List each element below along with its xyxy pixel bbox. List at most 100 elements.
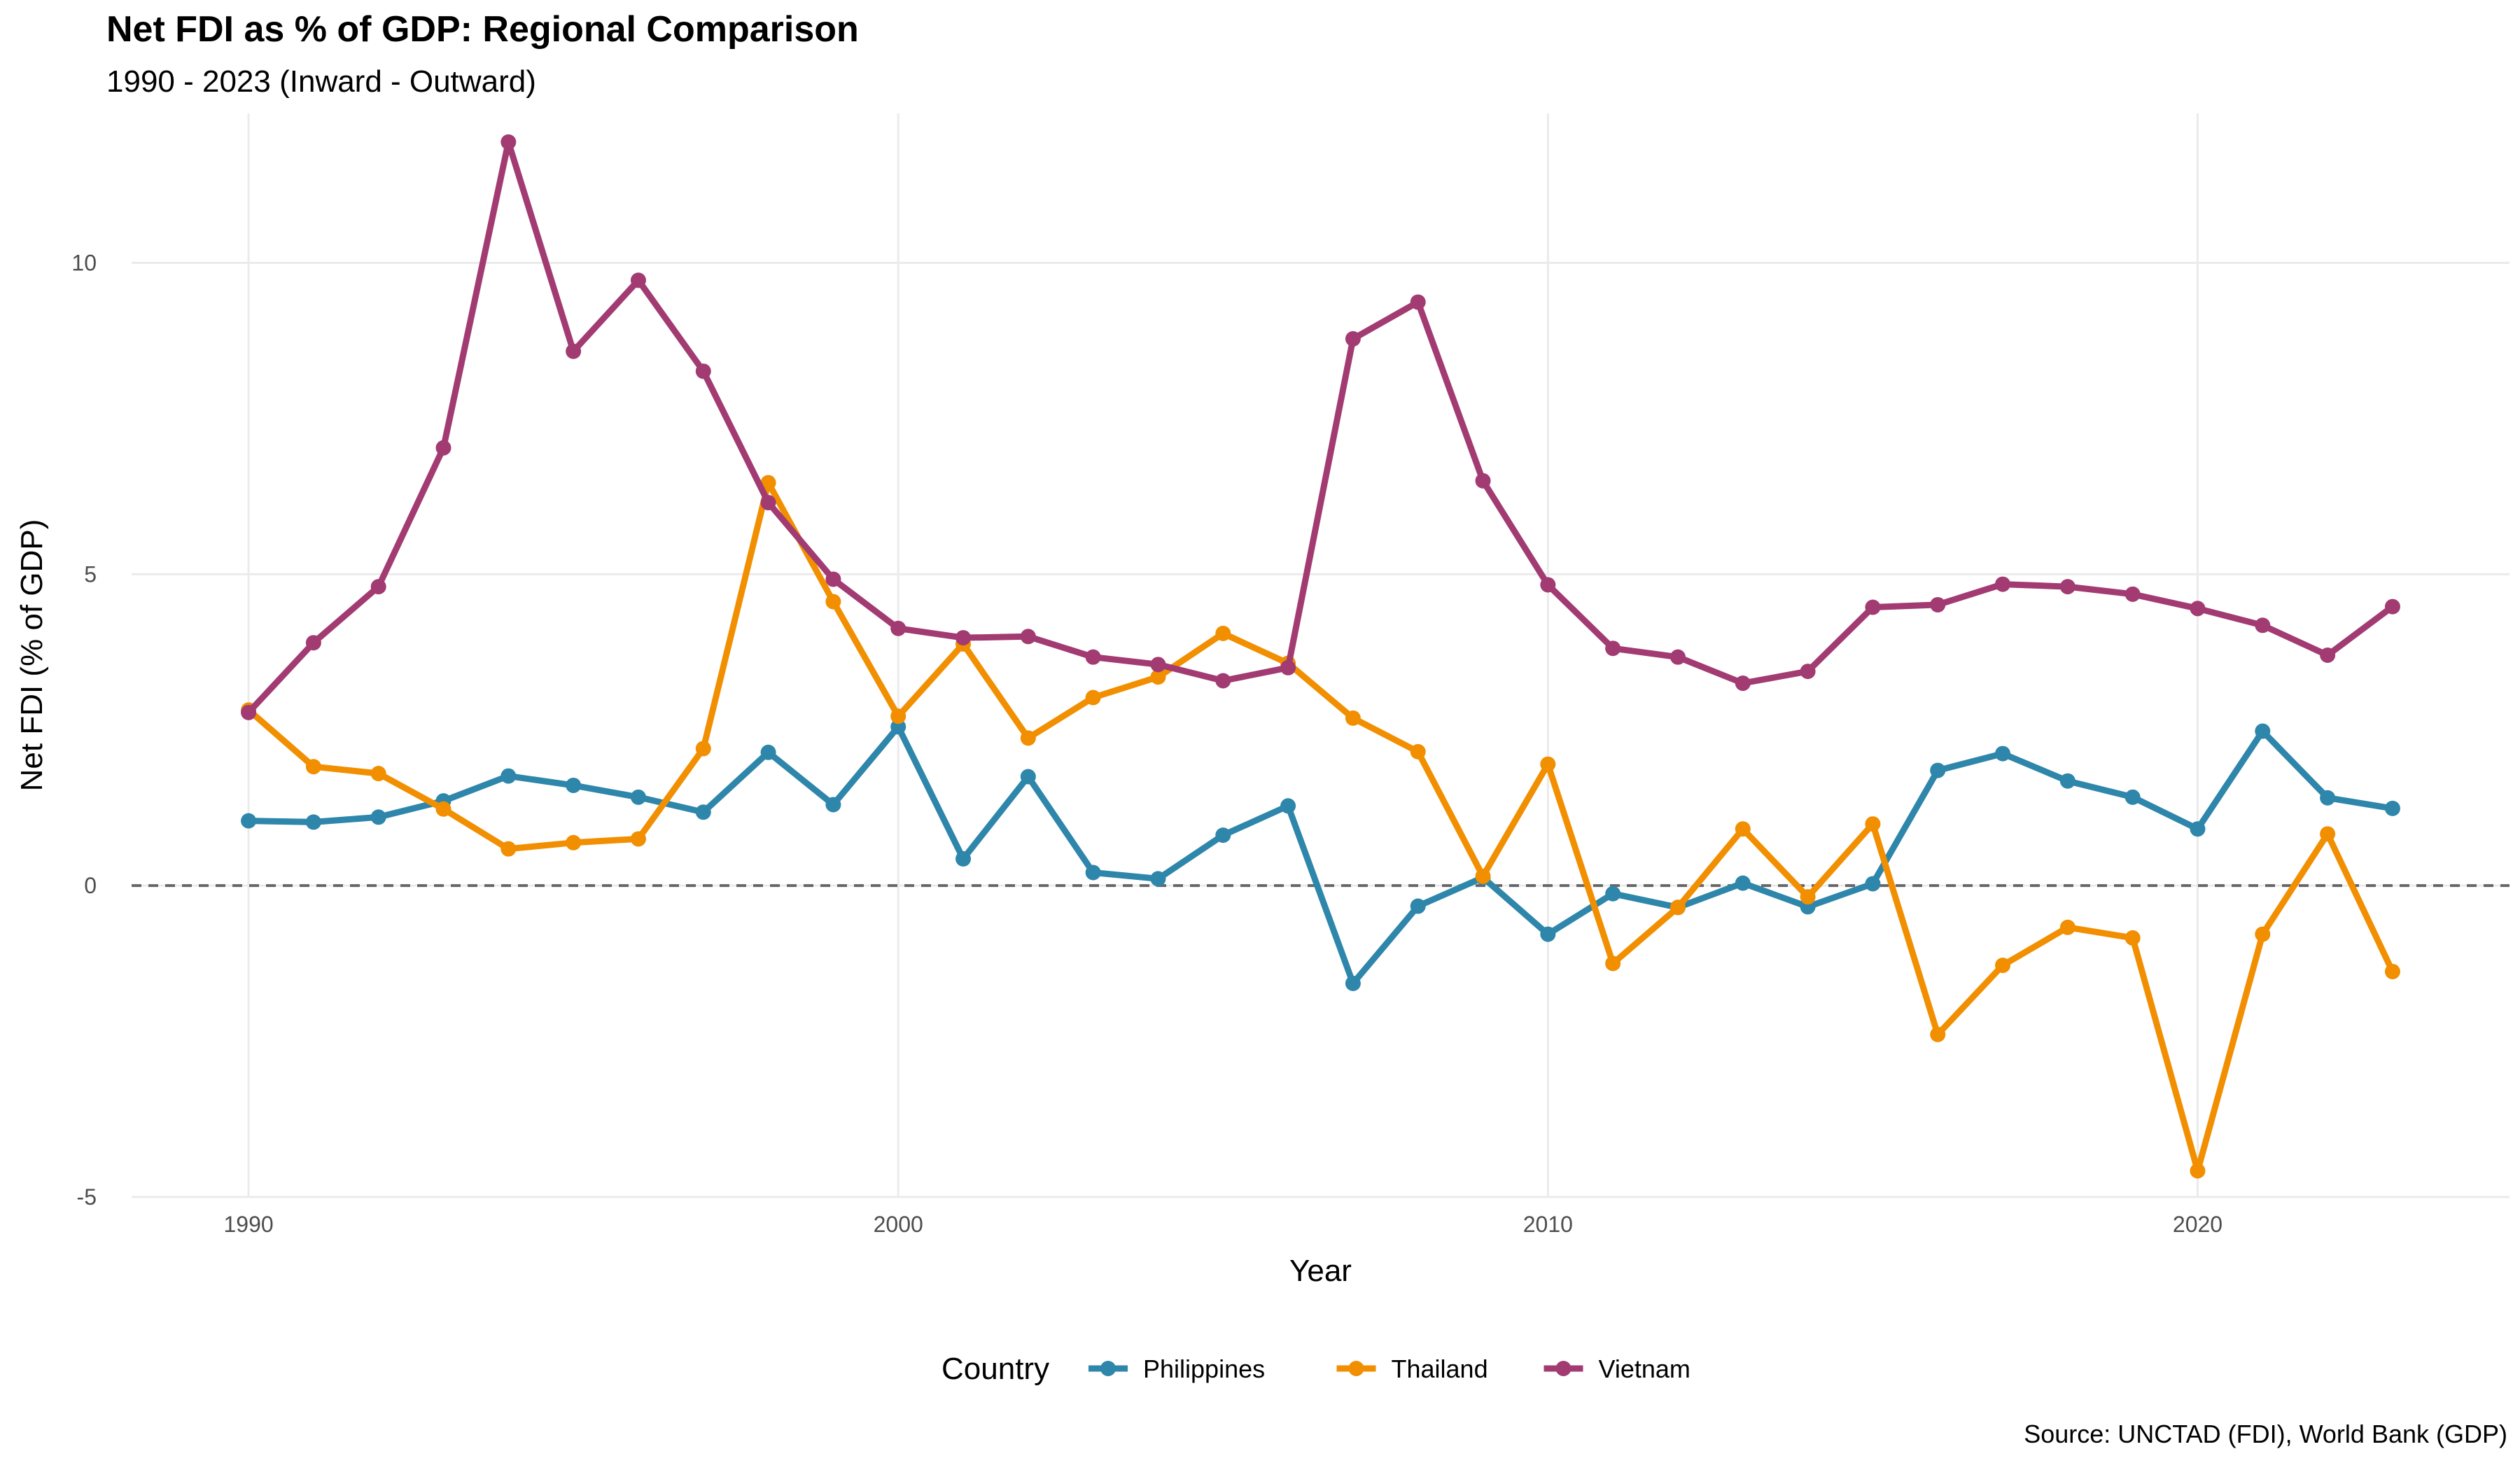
data-point-philippines-1996 bbox=[630, 789, 646, 805]
data-point-philippines-1997 bbox=[695, 804, 711, 820]
data-point-philippines-1990 bbox=[241, 813, 257, 829]
legend-marker-vietnam bbox=[1555, 1361, 1572, 1376]
data-point-thailand-1993 bbox=[435, 801, 451, 817]
data-point-vietnam-2002 bbox=[1020, 629, 1036, 645]
data-point-philippines-1992 bbox=[370, 809, 386, 825]
data-point-vietnam-1993 bbox=[435, 440, 451, 456]
data-point-philippines-2003 bbox=[1085, 864, 1101, 881]
series-thailand bbox=[241, 475, 2400, 1179]
data-point-philippines-1995 bbox=[566, 777, 582, 793]
data-point-thailand-2009 bbox=[1475, 868, 1491, 884]
data-point-thailand-1991 bbox=[305, 759, 321, 775]
data-point-thailand-2012 bbox=[1670, 899, 1686, 916]
grid-lines bbox=[132, 113, 2510, 1198]
y-axis-title: Net FDI (% of GDP) bbox=[15, 519, 49, 792]
data-point-philippines-2021 bbox=[2255, 723, 2271, 739]
data-point-philippines-1991 bbox=[305, 814, 321, 830]
data-point-vietnam-2007 bbox=[1345, 331, 1361, 347]
data-point-philippines-2017 bbox=[1995, 746, 2011, 762]
data-point-philippines-1994 bbox=[500, 768, 517, 784]
data-point-thailand-1995 bbox=[566, 834, 582, 850]
data-point-thailand-2011 bbox=[1605, 955, 1621, 972]
data-point-vietnam-2010 bbox=[1540, 577, 1556, 593]
data-point-vietnam-2008 bbox=[1410, 294, 1426, 310]
data-point-philippines-2002 bbox=[1020, 769, 1036, 785]
x-tick-label: 1990 bbox=[223, 1212, 273, 1237]
data-point-vietnam-2011 bbox=[1605, 640, 1621, 657]
data-point-philippines-2010 bbox=[1540, 926, 1556, 942]
data-point-vietnam-1990 bbox=[241, 704, 257, 720]
data-point-philippines-1999 bbox=[825, 797, 841, 813]
data-point-vietnam-2015 bbox=[1865, 599, 1881, 615]
data-point-vietnam-2019 bbox=[2124, 586, 2141, 602]
y-tick-label: 10 bbox=[71, 251, 97, 276]
x-tick-label: 2010 bbox=[1523, 1212, 1573, 1237]
x-tick-label: 2000 bbox=[874, 1212, 923, 1237]
series-line-vietnam bbox=[245, 139, 2396, 716]
legend: Country Philippines Thailand Vietnam bbox=[941, 1352, 1690, 1386]
data-point-vietnam-2006 bbox=[1280, 659, 1296, 676]
data-point-thailand-2008 bbox=[1410, 743, 1426, 760]
y-tick-labels: -5 0 5 10 bbox=[71, 251, 97, 1210]
data-point-philippines-2019 bbox=[2124, 789, 2141, 805]
x-tick-labels: 1990 2000 2010 2020 bbox=[223, 1212, 2222, 1237]
series-vietnam bbox=[241, 134, 2400, 720]
data-point-thailand-2018 bbox=[2059, 919, 2076, 935]
data-point-vietnam-2021 bbox=[2255, 617, 2271, 634]
data-point-thailand-1996 bbox=[630, 831, 646, 847]
legend-item-vietnam: Vietnam bbox=[1544, 1354, 1690, 1383]
legend-marker-philippines bbox=[1100, 1361, 1116, 1376]
data-point-philippines-1998 bbox=[760, 744, 776, 760]
legend-label-vietnam: Vietnam bbox=[1599, 1354, 1690, 1383]
x-axis-title: Year bbox=[1289, 1254, 1352, 1288]
data-point-vietnam-1996 bbox=[630, 272, 646, 288]
data-point-thailand-2003 bbox=[1085, 690, 1101, 706]
source-caption: Source: UNCTAD (FDI), World Bank (GDP) bbox=[2024, 1420, 2507, 1448]
data-point-vietnam-1999 bbox=[825, 571, 841, 587]
data-point-vietnam-2000 bbox=[890, 620, 906, 636]
data-point-vietnam-1997 bbox=[695, 363, 711, 379]
y-tick-label: 5 bbox=[84, 561, 97, 587]
y-tick-label: 0 bbox=[84, 873, 97, 898]
data-point-philippines-2001 bbox=[955, 850, 972, 867]
data-point-thailand-2019 bbox=[2124, 930, 2141, 946]
data-point-vietnam-2004 bbox=[1150, 657, 1166, 673]
data-point-philippines-2000 bbox=[890, 719, 906, 735]
data-point-vietnam-2023 bbox=[2384, 598, 2400, 615]
data-point-vietnam-2022 bbox=[2320, 648, 2336, 663]
data-point-vietnam-2018 bbox=[2059, 579, 2076, 595]
data-point-vietnam-2013 bbox=[1735, 676, 1751, 692]
data-point-vietnam-2001 bbox=[955, 630, 972, 646]
data-point-philippines-2023 bbox=[2384, 800, 2400, 816]
data-point-vietnam-2014 bbox=[1800, 664, 1816, 680]
data-point-vietnam-2016 bbox=[1930, 596, 1946, 612]
data-point-thailand-2000 bbox=[890, 708, 906, 724]
data-point-thailand-2017 bbox=[1995, 958, 2011, 974]
data-point-vietnam-1994 bbox=[500, 134, 517, 150]
data-point-thailand-1992 bbox=[370, 766, 386, 782]
series-line-thailand bbox=[245, 479, 2396, 1175]
legend-marker-thailand bbox=[1348, 1361, 1364, 1376]
data-point-thailand-2014 bbox=[1800, 889, 1816, 905]
data-point-thailand-2010 bbox=[1540, 756, 1556, 772]
data-point-philippines-2007 bbox=[1345, 975, 1361, 991]
data-point-philippines-2013 bbox=[1735, 875, 1751, 891]
data-point-thailand-2005 bbox=[1215, 625, 1231, 641]
legend-title: Country bbox=[941, 1352, 1049, 1386]
data-point-vietnam-2017 bbox=[1995, 576, 2011, 592]
data-point-thailand-1994 bbox=[500, 841, 517, 857]
chart-title: Net FDI as % of GDP: Regional Comparison bbox=[106, 9, 859, 50]
data-point-vietnam-1991 bbox=[305, 635, 321, 651]
data-point-thailand-2021 bbox=[2255, 926, 2271, 942]
data-point-thailand-2022 bbox=[2320, 826, 2336, 842]
data-point-vietnam-1998 bbox=[760, 495, 776, 511]
data-point-philippines-2020 bbox=[2190, 821, 2206, 837]
data-point-vietnam-1992 bbox=[370, 579, 386, 595]
data-point-philippines-2016 bbox=[1930, 762, 1946, 778]
data-point-thailand-2013 bbox=[1735, 821, 1751, 837]
data-point-vietnam-2020 bbox=[2190, 601, 2206, 617]
data-point-vietnam-2009 bbox=[1475, 472, 1491, 489]
data-point-vietnam-2012 bbox=[1670, 649, 1686, 665]
data-point-thailand-1998 bbox=[760, 475, 776, 491]
